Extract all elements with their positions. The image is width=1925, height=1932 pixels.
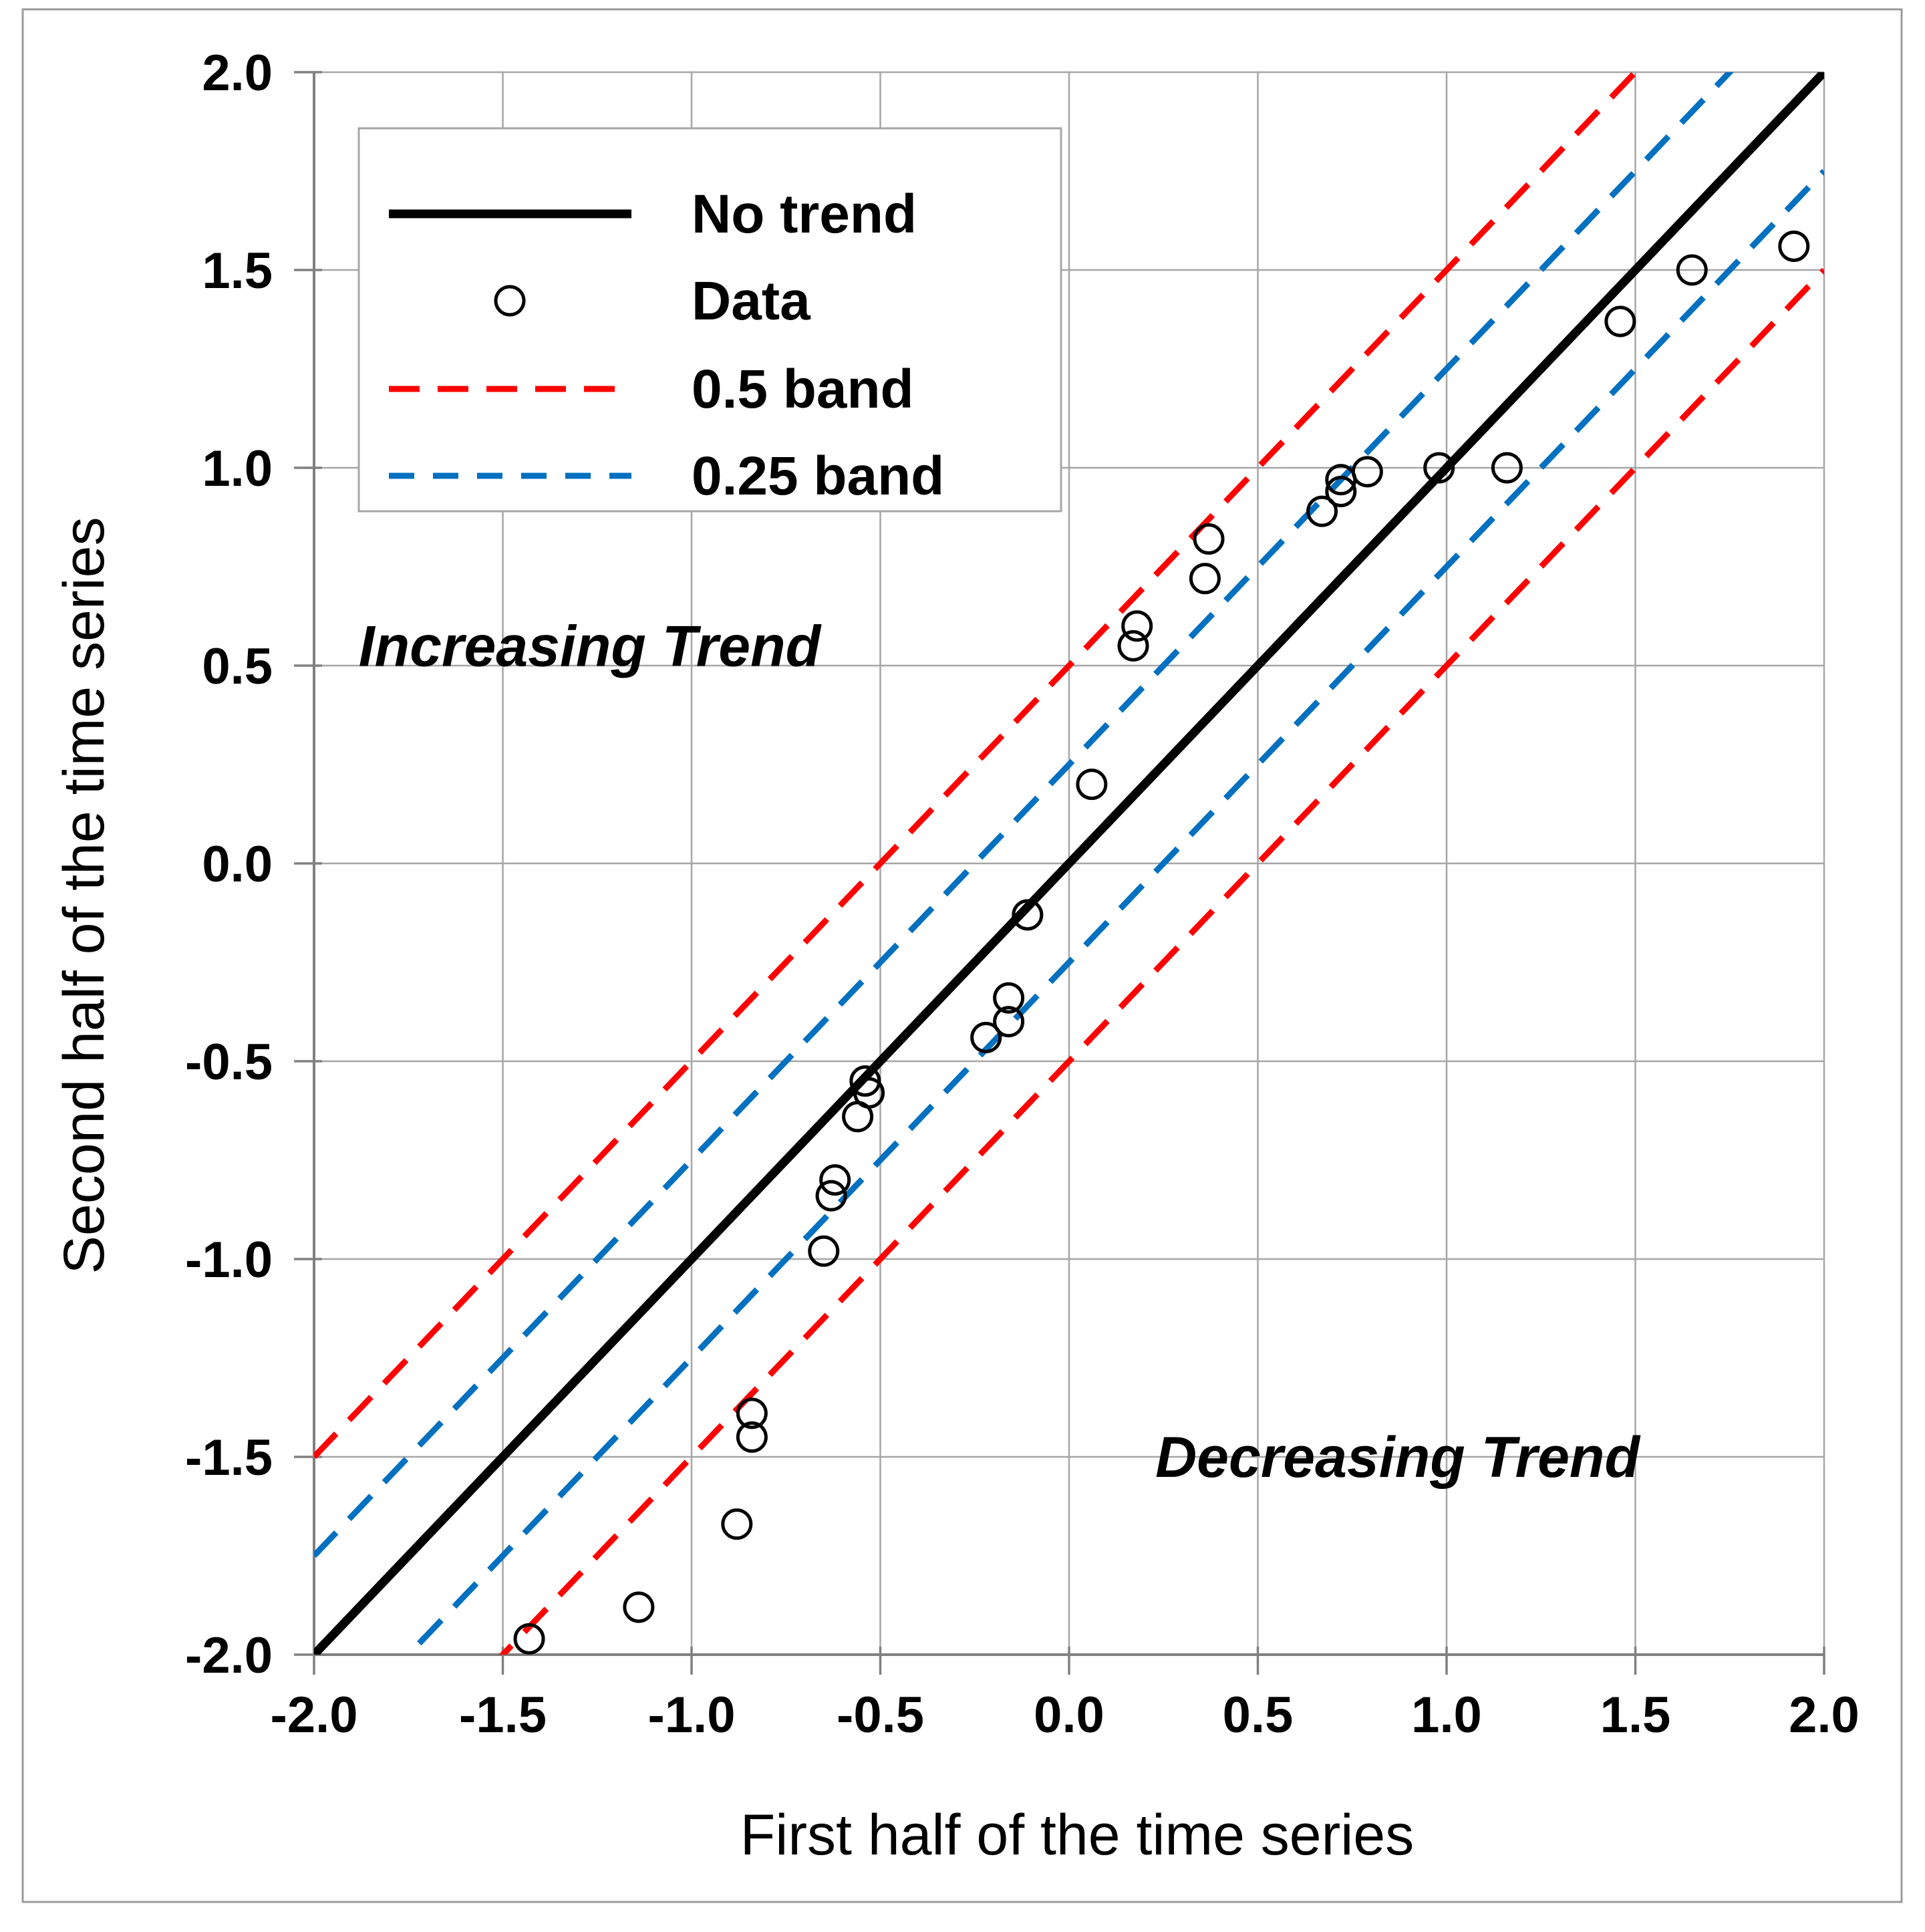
lower-0-25-band-line <box>404 168 1824 1655</box>
y-tick-label: 0.0 <box>202 836 273 893</box>
legend-05-band-label: 0.5 band <box>692 359 914 420</box>
data-point-marker <box>815 1180 847 1212</box>
x-axis-title: First half of the time series <box>740 1803 1414 1867</box>
upper-0-25-band-line <box>314 72 1734 1558</box>
axis-spines <box>294 71 1825 1675</box>
data-point-marker <box>1193 523 1225 555</box>
data-point-marker <box>1117 630 1149 662</box>
x-tick-labels: -2.0 -1.5 -1.0 -0.5 0.0 0.5 1.0 1.5 2.0 <box>271 1687 1860 1744</box>
data-point-marker <box>1189 563 1221 595</box>
data-point-marker <box>736 1397 768 1429</box>
data-point-marker <box>513 1623 545 1655</box>
x-tick-label: -1.5 <box>459 1687 547 1744</box>
x-tick-label: 1.5 <box>1600 1687 1671 1744</box>
x-tick-label: -2.0 <box>271 1687 358 1744</box>
increasing-trend-annotation: Increasing Trend <box>359 614 822 678</box>
decreasing-trend-annotation: Decreasing Trend <box>1155 1425 1640 1490</box>
y-tick-label: -1.0 <box>185 1232 273 1288</box>
x-tick-label: -1.0 <box>648 1687 736 1744</box>
data-point-marker <box>736 1421 768 1453</box>
x-tick-label: 2.0 <box>1789 1687 1860 1744</box>
y-tick-label: -1.5 <box>185 1429 273 1486</box>
y-tick-label: 0.5 <box>202 638 273 695</box>
no-trend-line <box>314 72 1824 1655</box>
no-trend-line-layer <box>314 72 1824 1655</box>
data-point-marker <box>1076 769 1108 801</box>
y-tick-label: 1.0 <box>202 440 273 497</box>
legend-data-marker-sample <box>494 285 526 317</box>
data-point-marker <box>1306 495 1338 527</box>
x-tick-label: 0.5 <box>1223 1687 1294 1744</box>
upper-0-5-band-line <box>314 72 1640 1460</box>
data-points-layer <box>513 230 1810 1655</box>
legend-box <box>357 127 1062 513</box>
data-point-marker <box>1325 476 1357 508</box>
x-tick-label: 1.0 <box>1411 1687 1482 1744</box>
y-axis-title: Second half of the time series <box>52 517 116 1274</box>
data-point-marker <box>1121 610 1153 642</box>
data-point-marker <box>623 1591 655 1623</box>
y-tick-label: -2.0 <box>185 1627 273 1684</box>
data-point-marker <box>1491 452 1523 484</box>
lower-0-5-band-line <box>498 267 1824 1655</box>
data-point-marker <box>819 1164 851 1196</box>
legend-025-band-label: 0.25 band <box>692 446 944 507</box>
y-tick-labels: 2.0 1.5 1.0 0.5 0.0 -0.5 -1.0 -1.5 -2.0 <box>185 45 273 1684</box>
data-point-marker <box>970 1021 1002 1053</box>
data-point-marker <box>1604 305 1636 337</box>
legend-no-trend-label: No trend <box>692 184 917 245</box>
data-point-marker <box>808 1235 840 1267</box>
y-tick-label: -0.5 <box>185 1034 273 1091</box>
data-point-marker <box>1778 230 1810 262</box>
data-point-marker <box>993 982 1025 1014</box>
data-point-marker <box>993 1006 1025 1038</box>
band-lines-layer <box>314 72 1824 1655</box>
x-tick-label: -0.5 <box>837 1687 924 1744</box>
legend-data-label: Data <box>692 271 811 331</box>
data-point-marker <box>721 1508 753 1540</box>
data-point-marker <box>1351 456 1383 488</box>
y-tick-label: 2.0 <box>202 45 273 102</box>
data-point-marker <box>1676 254 1708 286</box>
x-tick-label: 0.0 <box>1034 1687 1104 1744</box>
y-tick-label: 1.5 <box>202 243 273 299</box>
legend: No trend Data 0.5 band 0.25 band <box>357 127 1062 513</box>
